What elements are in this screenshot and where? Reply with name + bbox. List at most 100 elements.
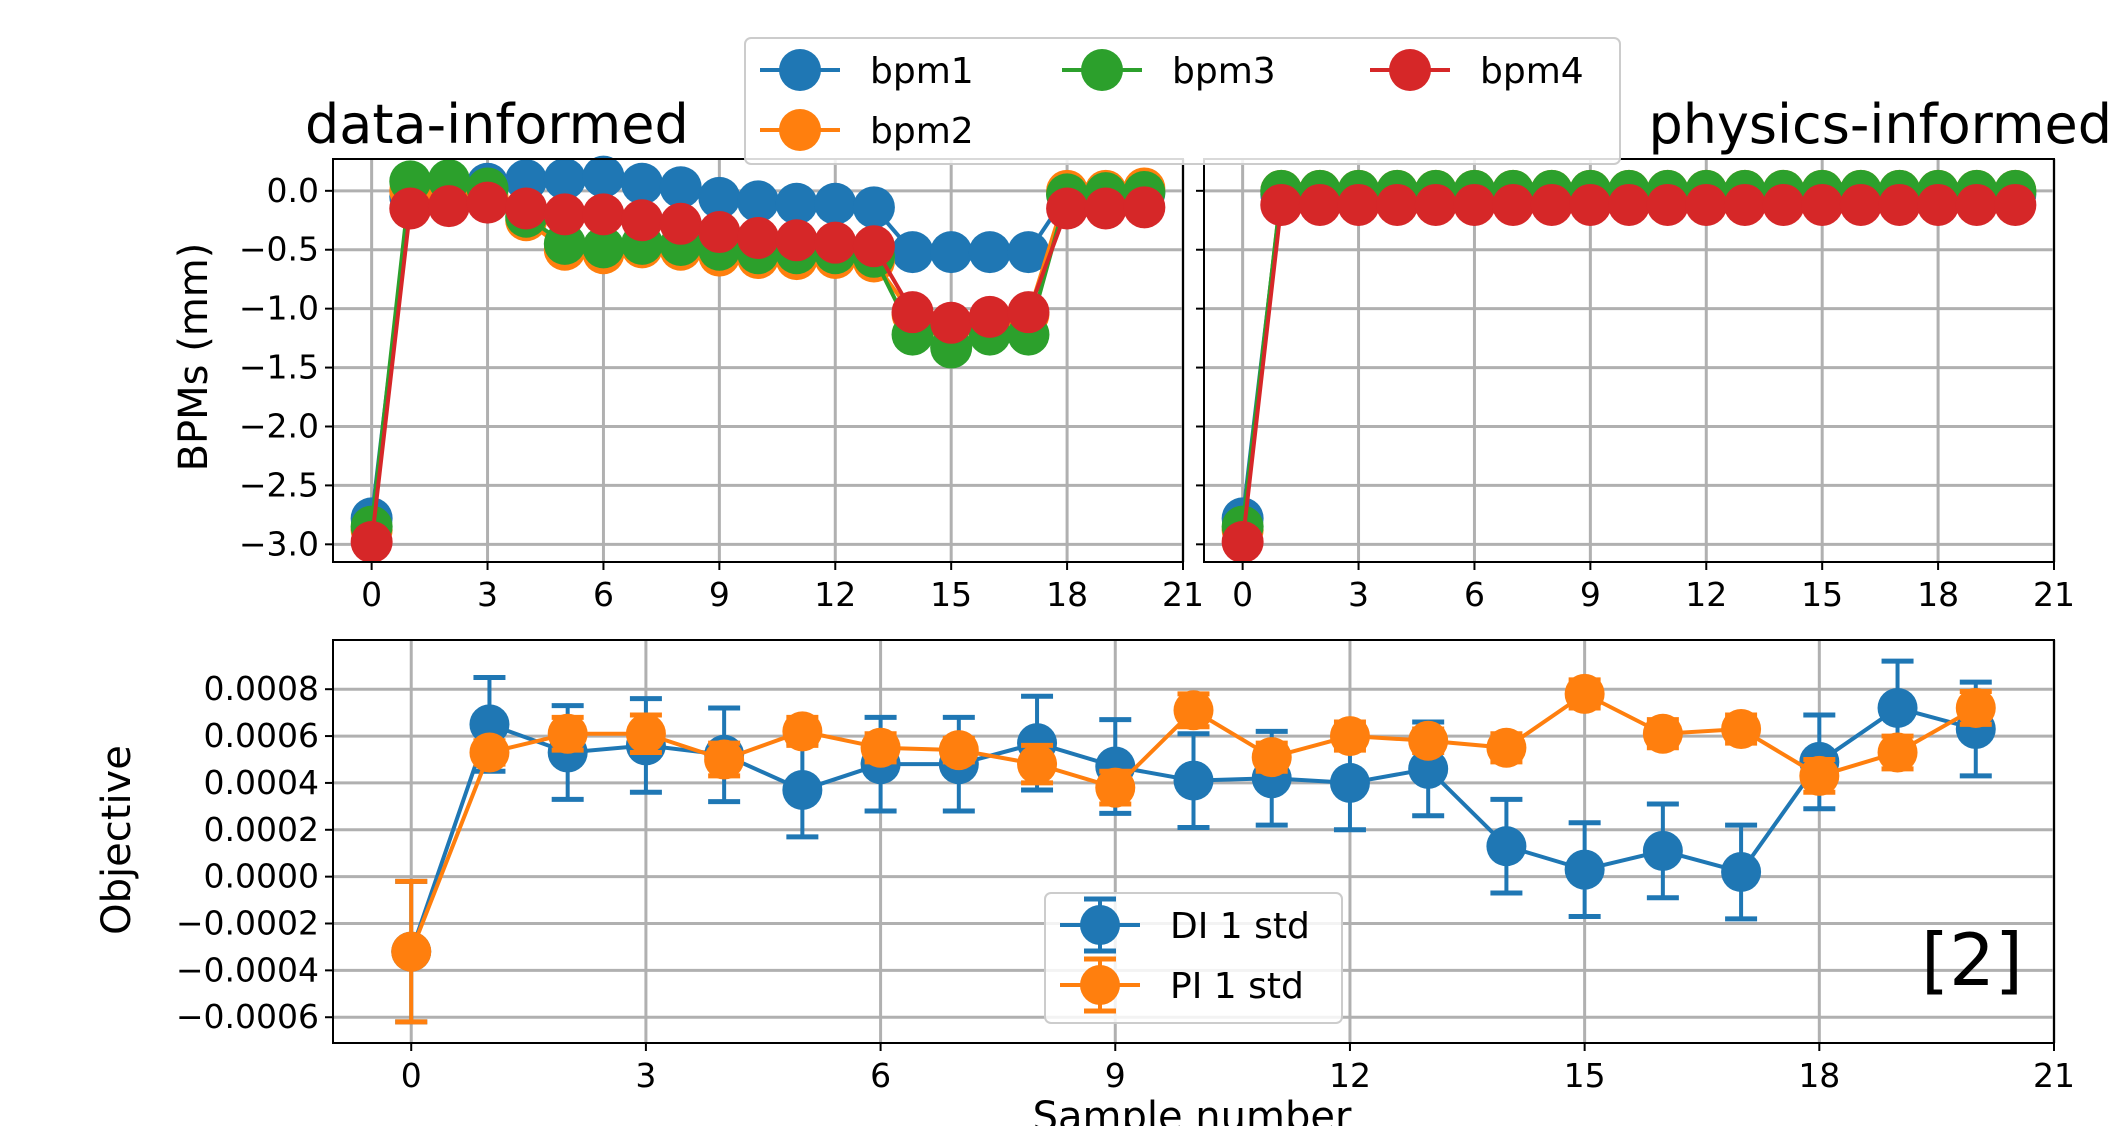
objective-legend: DI 1 std PI 1 std <box>1044 892 1343 1024</box>
data-point-bpm4 <box>1453 183 1496 226</box>
data-point-bpm1 <box>737 180 779 223</box>
data-informed-xtick-label: 9 <box>709 575 730 614</box>
data-point-di-1-std <box>1408 748 1449 789</box>
data-point-bpm4 <box>1646 183 1689 226</box>
data-informed-xtick-label: 12 <box>814 575 856 614</box>
legend-label-bpm1: bpm1 <box>870 51 974 92</box>
data-informed-ticks: 0 3 6 9 12 15 18 21 0.0 −0.5 −1.0 −1.5 −2.0 −2.5 −3.0 <box>239 171 1204 614</box>
data-point-di-1-std <box>1486 826 1527 867</box>
data-informed-xtick-label: 21 <box>1162 575 1204 614</box>
data-point-pi-1-std <box>1799 755 1840 796</box>
data-point-di-1-std <box>1642 830 1683 871</box>
data-point-pi-1-std <box>1408 720 1449 761</box>
legend-marker-pi-1-std <box>1080 965 1120 1005</box>
data-point-pi-1-std <box>1017 744 1058 785</box>
data-point-bpm4 <box>698 211 741 254</box>
data-point-bpm4 <box>930 301 973 344</box>
data-point-pi-1-std <box>1564 673 1605 714</box>
data-point-bpm4 <box>1221 520 1264 563</box>
data-informed-series <box>350 155 1166 563</box>
data-point-bpm4 <box>1994 183 2037 226</box>
data-point-bpm4 <box>543 193 586 236</box>
data-point-bpm4 <box>1337 183 1380 226</box>
objective-ytick-label: −0.0006 <box>176 997 319 1036</box>
data-point-bpm1 <box>775 182 818 225</box>
physics-informed-series <box>1221 169 2037 563</box>
physics-informed-frame <box>1203 158 2055 563</box>
data-point-bpm4 <box>1685 183 1728 226</box>
data-point-bpm3 <box>543 222 586 265</box>
physics-informed-xtick-label: 21 <box>2033 575 2075 614</box>
data-point-pi-1-std <box>782 711 823 752</box>
data-point-bpm4 <box>968 295 1011 338</box>
data-point-bpm3 <box>582 226 625 269</box>
data-point-bpm4 <box>621 199 664 242</box>
data-point-bpm4 <box>1376 183 1419 226</box>
data-point-di-1-std <box>1564 849 1605 890</box>
data-point-bpm4 <box>891 291 934 334</box>
data-point-bpm4 <box>775 219 818 262</box>
data-point-pi-1-std <box>1955 687 1996 728</box>
objective-ytick-label: 0.0006 <box>204 716 319 755</box>
legend-label-di-1-std: DI 1 std <box>1170 906 1310 947</box>
objective-ytick-label: 0.0000 <box>204 857 319 896</box>
physics-informed-xtick-label: 3 <box>1348 575 1369 614</box>
data-point-di-1-std <box>1173 760 1214 801</box>
objective-xtick-label: 9 <box>1105 1056 1126 1095</box>
data-point-bpm4 <box>350 520 393 563</box>
data-point-pi-1-std <box>1877 732 1918 773</box>
data-point-bpm1 <box>659 166 702 209</box>
data-point-pi-1-std <box>1251 737 1292 778</box>
data-point-pi-1-std <box>625 713 666 754</box>
data-point-pi-1-std <box>1642 713 1683 754</box>
objective-xtick-label: 3 <box>635 1056 656 1095</box>
data-point-bpm4 <box>1955 183 1998 226</box>
data-informed-ytick-label: −0.5 <box>239 230 319 269</box>
objective-panel: 0 3 6 9 12 15 18 21 0.0008 0.0006 0.0004 0.0002 0.00… <box>94 639 2075 1126</box>
data-point-bpm4 <box>1298 183 1341 226</box>
data-informed-xtick-label: 15 <box>930 575 972 614</box>
data-point-pi-1-std <box>391 931 432 972</box>
objective-ytick-label: 0.0008 <box>204 669 319 708</box>
legend-marker-bpm2 <box>779 109 821 151</box>
data-point-bpm1 <box>582 155 625 198</box>
data-point-pi-1-std <box>547 713 588 754</box>
objective-ytick-label: −0.0002 <box>176 904 319 943</box>
data-point-bpm4 <box>505 187 548 230</box>
data-point-pi-1-std <box>1095 767 1136 808</box>
data-informed-ylabel: BPMs (mm) <box>171 243 217 472</box>
data-point-bpm4 <box>1801 183 1844 226</box>
legend-marker-bpm1 <box>779 49 821 91</box>
data-informed-panel: 0 3 6 9 12 15 18 210.0−0.5−1.0−1.5−2.0−2.5−3.0 … <box>171 93 1204 614</box>
data-point-bpm4 <box>1046 187 1089 230</box>
data-point-bpm4 <box>1260 183 1303 226</box>
data-point-bpm1 <box>814 182 857 225</box>
data-point-bpm4 <box>1917 183 1960 226</box>
data-point-pi-1-std <box>938 730 979 771</box>
data-point-pi-1-std <box>1721 709 1762 750</box>
data-point-bpm4 <box>1530 183 1573 226</box>
data-point-bpm4 <box>737 216 779 259</box>
physics-informed-xtick-label: 0 <box>1232 575 1253 614</box>
data-informed-ytick-label: −2.0 <box>239 406 319 445</box>
data-point-bpm4 <box>1878 183 1921 226</box>
data-informed-ytick-label: −3.0 <box>239 524 319 563</box>
data-point-bpm4 <box>852 225 895 268</box>
data-point-bpm4 <box>389 187 432 230</box>
data-point-bpm4 <box>659 202 702 245</box>
legend-label-pi-1-std: PI 1 std <box>1170 966 1304 1007</box>
data-point-bpm4 <box>1723 183 1766 226</box>
objective-ytick-label: 0.0002 <box>204 810 319 849</box>
data-informed-ytick-label: −1.0 <box>239 289 319 328</box>
physics-informed-ticks: 0 3 6 9 12 15 18 21 <box>1196 189 2075 614</box>
legend-label-bpm3: bpm3 <box>1172 51 1276 92</box>
objective-ticks: 0 3 6 9 12 15 18 21 0.0008 0.0006 0.0004 0.0002 0.00… <box>176 669 2075 1095</box>
legend-label-bpm2: bpm2 <box>870 111 974 152</box>
data-point-bpm1 <box>930 231 973 274</box>
data-informed-xtick-label: 0 <box>361 575 382 614</box>
data-point-bpm4 <box>1569 183 1612 226</box>
data-point-bpm4 <box>1007 291 1050 334</box>
data-point-di-1-std <box>1721 851 1762 892</box>
objective-xtick-label: 18 <box>1798 1056 1840 1095</box>
